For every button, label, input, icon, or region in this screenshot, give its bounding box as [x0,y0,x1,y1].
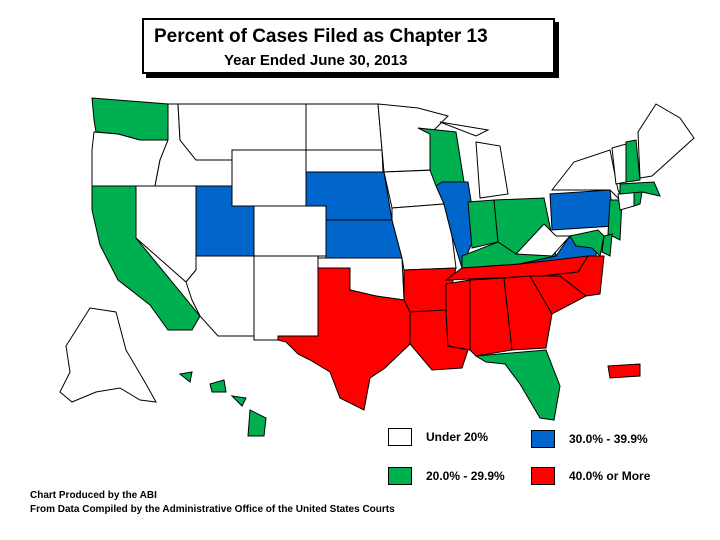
state-ma [619,181,661,197]
legend-swatch-40 [531,467,555,485]
state-al [469,277,513,357]
footer-credit: Chart Produced by the ABI [30,490,157,501]
state-wy [231,149,307,207]
state-ct [617,191,635,211]
state-az [185,255,255,337]
state-fl [474,349,561,421]
map-subtitle: Year Ended June 30, 2013 [224,52,408,69]
state-ak [59,307,157,403]
legend-swatch-20 [388,467,412,485]
state-mi [439,121,509,199]
state-ny [550,149,627,207]
state-wv [514,223,572,257]
state-co [253,205,327,257]
legend-label-20: 20.0% - 29.9% [426,469,505,483]
legend-label-40: 40.0% or More [569,469,651,483]
state-pr [607,363,641,379]
state-in [467,199,499,249]
state-nc [541,255,605,297]
state-ri [633,191,643,207]
legend-item-30: 30.0% - 39.9% [531,430,648,448]
state-ks [325,219,403,259]
state-de [601,233,613,257]
state-nd [305,103,383,151]
state-nh [625,139,641,183]
state-nm [253,255,319,341]
state-me [637,103,695,179]
title-box: Percent of Cases Filed as Chapter 13 Yea… [142,18,555,74]
legend-item-40: 40.0% or More [531,467,650,485]
state-ga [503,275,553,351]
state-md [569,229,605,258]
legend-label-under20: Under 20% [426,430,489,444]
legend-item-under20: Under 20% [388,428,488,446]
state-ms [445,279,471,351]
footer-source: From Data Compiled by the Administrative… [30,504,395,515]
state-nj [607,199,623,241]
state-hi [178,371,267,437]
legend-swatch-30 [531,430,555,448]
legend-label-30: 30.0% - 39.9% [569,432,648,446]
state-pa [549,189,615,231]
legend-swatch-under20 [388,428,412,446]
map-title: Percent of Cases Filed as Chapter 13 [154,26,488,47]
state-tx [277,267,411,411]
state-il [435,181,477,270]
legend-item-20: 20.0% - 29.9% [388,467,505,485]
